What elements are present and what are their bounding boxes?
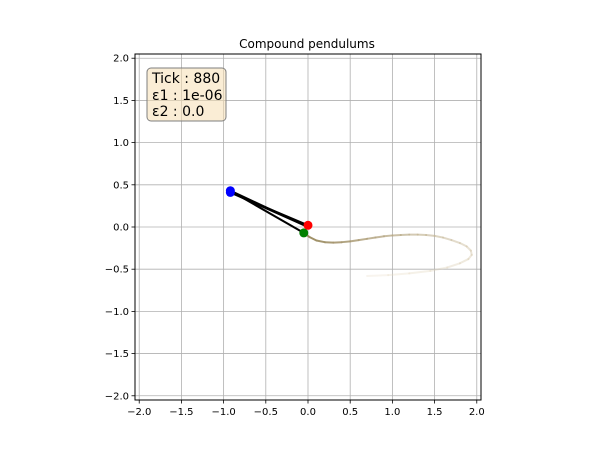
x-tick-label: 1.0: [384, 407, 400, 418]
x-tick-label: −0.5: [254, 407, 278, 418]
y-tick-label: −1.5: [105, 349, 129, 360]
grid-lines: [135, 54, 481, 400]
trail-segment: [425, 234, 436, 237]
pendulum-rods: [229, 189, 309, 234]
pendulum-joints: [225, 186, 313, 238]
info-box-background: [146, 67, 227, 122]
chart-title: Compound pendulums: [239, 37, 375, 51]
x-axis-ticks: −2.0 −1.5 −1.0 −0.5 0.0 0.5 1.0 1.5 2.0: [127, 400, 485, 418]
trail-segment: [308, 236, 318, 242]
trail-segment: [357, 237, 369, 242]
y-tick-label: 0.0: [113, 223, 129, 234]
info-epsilon1-text: ε1 : 1e-06: [152, 88, 223, 104]
trail-segment: [458, 258, 470, 265]
y-tick-label: −1.0: [105, 307, 129, 318]
trail-segment: [366, 236, 377, 240]
plot-area: −2.0 −1.5 −1.0 −0.5 0.0 0.5 1.0 1.5 2.0 −2.0 −1.5…: [105, 53, 485, 418]
y-tick-label: 1.0: [113, 138, 129, 149]
y-axis-ticks: −2.0 −1.5 −1.0 −0.5 0.0 0.5 1.0 1.5 2.0: [105, 54, 135, 402]
trail-segment: [429, 266, 449, 272]
pendulum-bob-marker: [299, 228, 309, 238]
x-tick-label: −1.0: [211, 407, 235, 418]
y-tick-label: 0.5: [113, 180, 129, 191]
pendulum-joint-marker: [225, 186, 235, 196]
x-tick-label: 0.0: [300, 407, 316, 418]
trail-segment: [366, 274, 390, 277]
y-tick-label: −2.0: [105, 391, 129, 402]
trail-segment: [387, 272, 411, 277]
trail-segment: [382, 234, 394, 238]
trail-segment: [450, 239, 461, 245]
y-tick-label: 2.0: [113, 54, 129, 65]
trail-segment: [374, 235, 385, 239]
trail-segment: [467, 253, 473, 261]
trail-segment: [315, 239, 326, 244]
trail-segment: [458, 242, 468, 248]
trail-segment: [469, 249, 473, 256]
pendulum-upper-rod: [229, 189, 309, 228]
x-tick-label: −2.0: [127, 407, 151, 418]
x-tick-label: −1.5: [169, 407, 193, 418]
y-tick-label: −0.5: [105, 265, 129, 276]
info-tick-text: Tick : 880: [151, 71, 220, 87]
trail-segment: [442, 236, 453, 242]
trail-segment: [465, 245, 472, 252]
trail-segment: [433, 234, 445, 239]
y-tick-label: 1.5: [113, 96, 129, 107]
x-tick-label: 1.5: [427, 407, 443, 418]
info-box: Tick : 880 ε1 : 1e-06 ε2 : 0.0: [146, 67, 227, 122]
pendulum-lower-rod: [229, 189, 305, 234]
x-tick-label: 0.5: [342, 407, 358, 418]
info-epsilon2-text: ε2 : 0.0: [152, 104, 204, 120]
trail-segment: [340, 240, 352, 244]
trail-segment: [408, 269, 432, 275]
trail-segment: [446, 262, 461, 269]
trail-segment: [349, 239, 360, 243]
pendulum-bob-marker: [303, 220, 313, 230]
x-tick-label: 2.0: [469, 407, 485, 418]
